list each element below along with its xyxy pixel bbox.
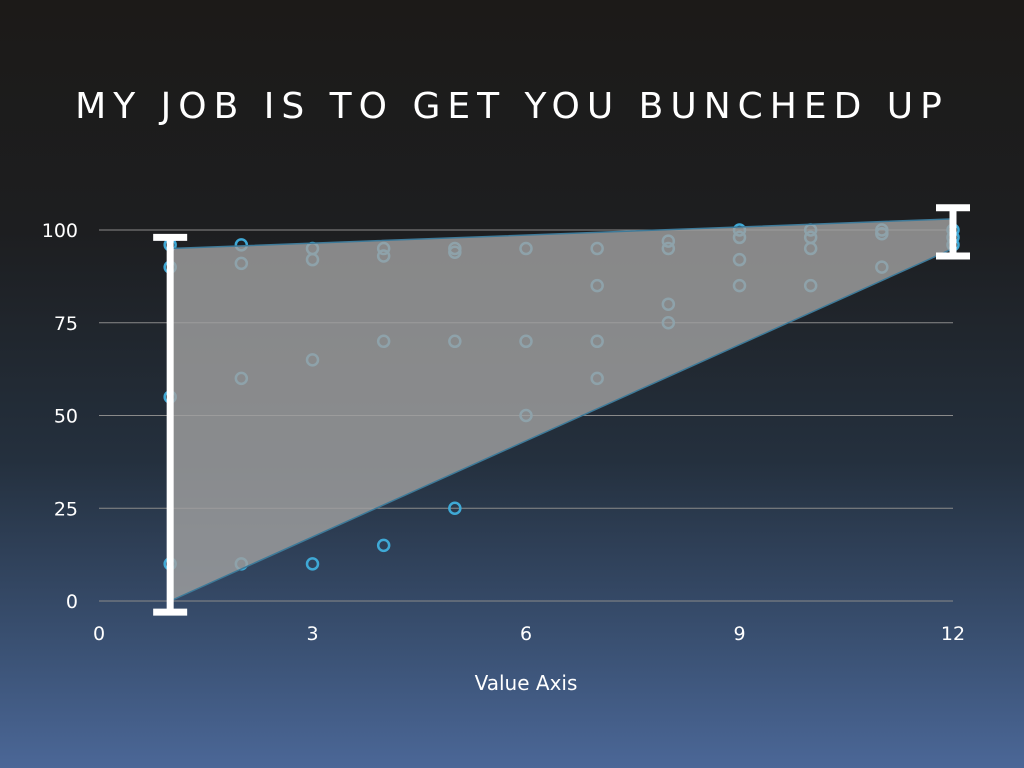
y-tick-label: 75 [54,313,78,335]
data-point [307,558,318,569]
y-tick-label: 100 [42,220,78,242]
x-axis-title: Value Axis [475,671,578,695]
spread-band [170,219,953,601]
x-tick-label: 6 [520,623,532,645]
y-tick-label: 50 [54,406,78,428]
y-tick-label: 25 [54,498,78,520]
data-point [378,540,389,551]
y-tick-label: 0 [66,591,78,613]
x-tick-label: 0 [93,623,105,645]
spread-band-shape [170,219,953,601]
y-axis-tick-labels: 0 25 50 75 100 [42,220,78,613]
x-tick-label: 9 [733,623,745,645]
x-tick-label: 12 [941,623,965,645]
x-axis-tick-labels: 0 3 6 9 12 [93,623,965,645]
x-tick-label: 3 [306,623,318,645]
